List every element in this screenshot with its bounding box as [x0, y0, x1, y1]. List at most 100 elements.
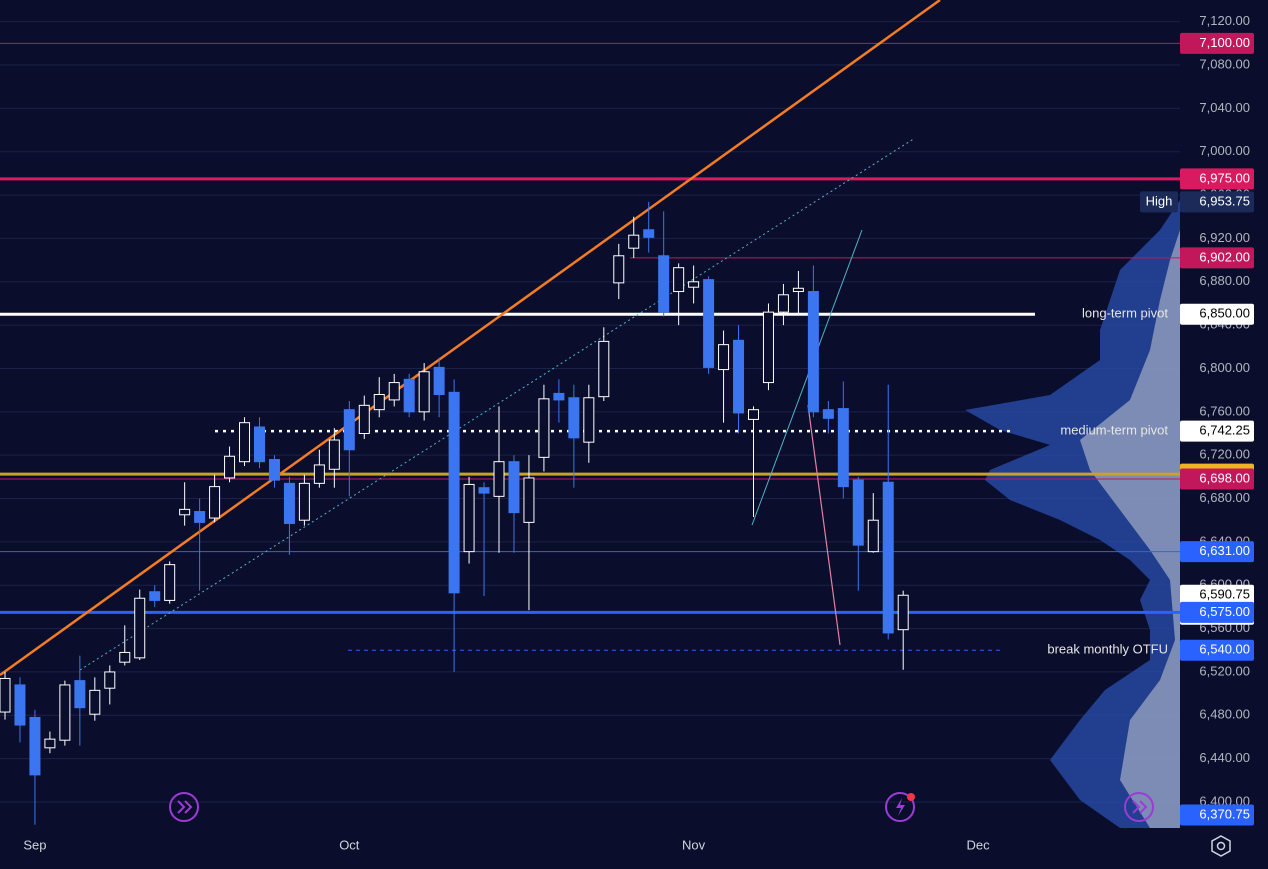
candle-body	[59, 684, 71, 741]
candle-body	[343, 409, 355, 451]
price-label-box	[1180, 541, 1254, 563]
settings-icon[interactable]	[1211, 835, 1231, 857]
candle-body	[523, 477, 535, 523]
price-label: 6,850.00	[1199, 306, 1250, 321]
price-label: 6,953.75	[1199, 193, 1250, 208]
candle-body	[867, 519, 879, 553]
candles	[0, 201, 909, 825]
candle-body	[748, 409, 759, 420]
x-tick-label: Nov	[682, 837, 706, 852]
price-label-box	[1180, 639, 1254, 661]
candle-body	[478, 487, 490, 494]
price-label-box	[1180, 32, 1254, 54]
candle-body	[104, 671, 116, 689]
candle-body	[149, 591, 161, 601]
price-label: 6,575.00	[1199, 604, 1250, 619]
candle-body	[568, 397, 580, 439]
candle-body	[89, 689, 101, 715]
candle-body	[209, 486, 221, 519]
candle-body	[703, 279, 715, 368]
candle-body	[613, 255, 625, 284]
candle-body	[358, 404, 370, 435]
tag-label: High	[1146, 193, 1173, 208]
volume-profile-value-area	[1080, 230, 1180, 828]
y-tick-label: 6,720.00	[1199, 447, 1250, 462]
y-tick-label: 7,120.00	[1199, 13, 1250, 28]
candle-body	[807, 291, 819, 413]
candle-body	[777, 294, 789, 313]
time-axis: Sep Oct Nov Dec	[23, 837, 990, 852]
y-tick-label: 6,760.00	[1199, 403, 1250, 418]
x-tick-label: Oct	[339, 837, 360, 852]
candle-body	[688, 281, 700, 288]
candle-body	[628, 234, 640, 249]
candle-body	[643, 229, 655, 238]
candle-body	[164, 564, 176, 601]
candle-body	[538, 398, 550, 458]
price-label: 6,902.00	[1199, 249, 1250, 264]
alert-icon[interactable]	[885, 792, 915, 822]
price-label-box	[1180, 804, 1254, 826]
tag-box	[1140, 191, 1178, 213]
x-tick-label: Dec	[966, 837, 990, 852]
candle-body	[673, 267, 685, 293]
price-label: 6,540.00	[1199, 642, 1250, 657]
price-label: 6,590.75	[1199, 587, 1250, 602]
price-label: 6,975.00	[1199, 170, 1250, 185]
candle-body	[388, 382, 400, 401]
candle-body	[328, 439, 340, 470]
candle-body	[74, 680, 86, 709]
candle-body	[373, 393, 385, 411]
price-label: 6,631.00	[1199, 543, 1250, 558]
x-tick-label: Sep	[23, 837, 46, 852]
y-tick-label: 6,680.00	[1199, 490, 1250, 505]
candle-body	[179, 508, 191, 516]
candle-body	[822, 409, 834, 419]
y-tick-label: 7,040.00	[1199, 100, 1250, 115]
candle-body	[29, 716, 41, 776]
candle-body	[553, 392, 565, 401]
candle-body	[508, 461, 520, 514]
candle-body	[119, 651, 131, 663]
price-axis: 7,120.007,080.007,040.007,000.006,960.00…	[1140, 13, 1254, 826]
trend-line	[0, 0, 941, 677]
channel-line	[79, 137, 916, 671]
level-note: medium-term pivot	[1060, 423, 1168, 438]
candle-body	[134, 597, 146, 659]
candle-body	[268, 459, 280, 481]
levels: long-term pivot medium-term pivot break mo…	[0, 42, 1180, 657]
y-tick-label: 6,920.00	[1199, 230, 1250, 245]
price-label-box	[1180, 601, 1254, 623]
price-label-box	[1180, 247, 1254, 269]
price-label-box	[1180, 420, 1254, 442]
candle-body	[433, 366, 445, 395]
level-note: long-term pivot	[1082, 306, 1168, 321]
candle-body	[403, 378, 415, 413]
price-label: 6,698.00	[1199, 470, 1250, 485]
replay-icon[interactable]	[1124, 792, 1154, 822]
price-label: 7,100.00	[1199, 35, 1250, 50]
candle-body	[239, 422, 251, 463]
price-label: 6,370.75	[1199, 806, 1250, 821]
candle-body	[733, 339, 745, 414]
y-tick-label: 7,080.00	[1199, 56, 1250, 71]
price-label-box	[1180, 191, 1254, 213]
drawn-line	[751, 229, 863, 526]
candle-body	[463, 483, 475, 553]
replay-icon[interactable]	[169, 792, 199, 822]
candle-body	[14, 684, 26, 726]
candle-body	[253, 426, 265, 463]
candle-body	[0, 677, 11, 713]
candle-body	[298, 482, 310, 521]
candle-body	[658, 255, 670, 313]
y-tick-label: 6,480.00	[1199, 707, 1250, 722]
volume-profile	[965, 200, 1180, 828]
candle-body	[583, 397, 595, 443]
candle-body	[224, 455, 236, 479]
candle-body	[283, 482, 295, 524]
candle-body	[852, 479, 864, 546]
candle-body	[493, 461, 505, 497]
candle-body	[598, 340, 610, 398]
candle-body	[194, 511, 206, 523]
